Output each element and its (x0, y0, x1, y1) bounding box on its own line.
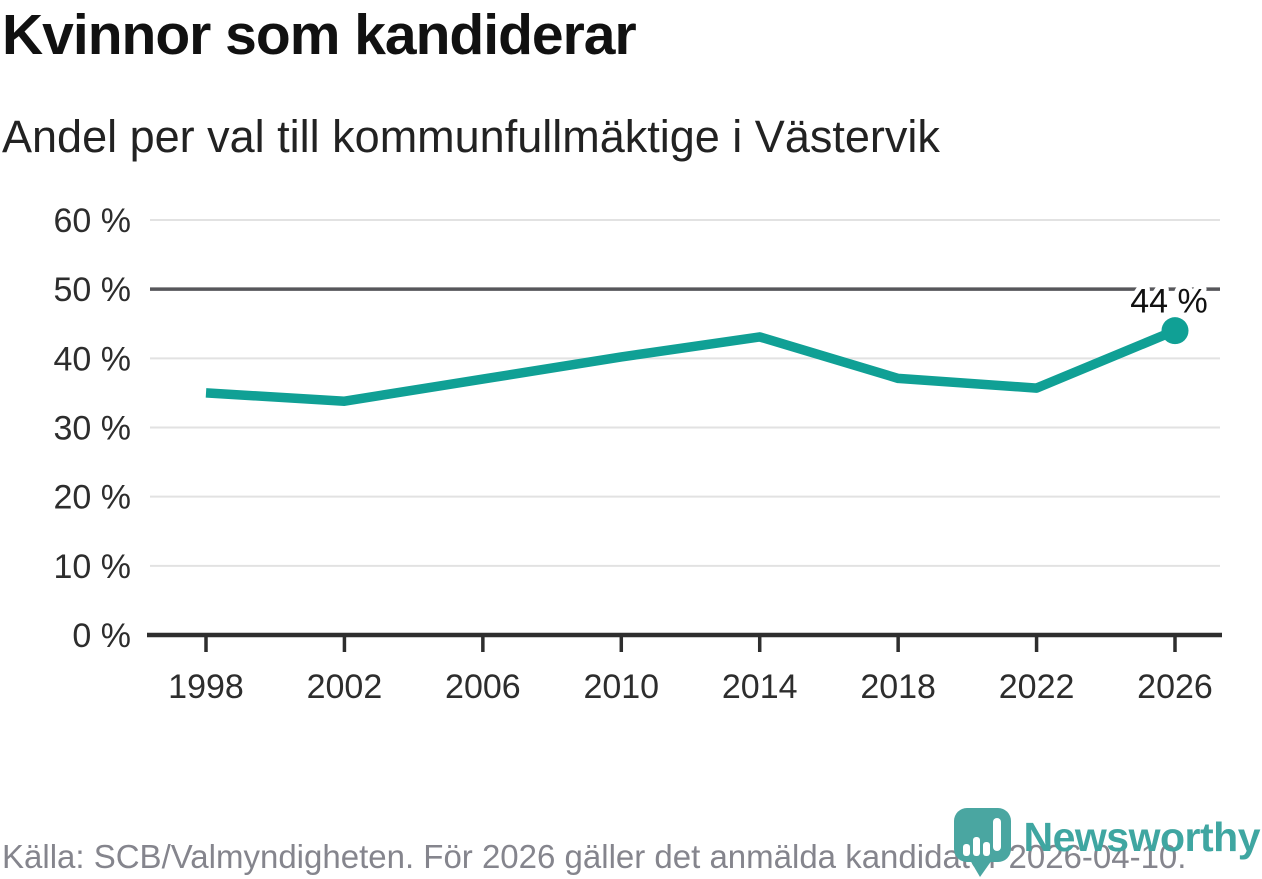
y-tick-label: 20 % (54, 479, 132, 517)
end-point-dot (1161, 317, 1189, 345)
x-tick-label: 2022 (999, 668, 1075, 706)
x-tick-label: 1998 (168, 668, 244, 706)
line-chart: 0 % 10 % 20 % 30 % 40 % 50 % 60 % 1998 2002 2006 2… (0, 190, 1262, 720)
newsworthy-logo: Newsworthy (951, 806, 1261, 878)
trend-line (205, 326, 1177, 406)
x-tick-label: 2010 (583, 668, 659, 706)
y-tick-label: 10 % (54, 548, 132, 586)
brand-name: Newsworthy (1023, 813, 1261, 860)
newsworthy-icon (953, 808, 1011, 877)
x-tick-label: 2006 (445, 668, 521, 706)
chart-subtitle: Andel per val till kommunfullmäktige i V… (2, 111, 940, 162)
y-tick-label: 40 % (54, 340, 132, 378)
x-tick-label: 2026 (1137, 668, 1213, 706)
y-tick-label: 30 % (54, 410, 132, 448)
y-tick-label: 50 % (54, 271, 132, 309)
y-tick-label: 60 % (54, 202, 132, 240)
x-tick-label: 2002 (307, 668, 383, 706)
x-tick-label: 2014 (722, 668, 798, 706)
chart-title: Kvinnor som kandiderar (2, 3, 637, 67)
x-tick-label: 2018 (860, 668, 936, 706)
end-value-label: 44 % (1130, 283, 1208, 321)
y-tick-label: 0 % (72, 617, 131, 655)
line-chart-canvas: 0 % 10 % 20 % 30 % 40 % 50 % 60 % 1998 2002 2006 2… (54, 202, 1222, 706)
